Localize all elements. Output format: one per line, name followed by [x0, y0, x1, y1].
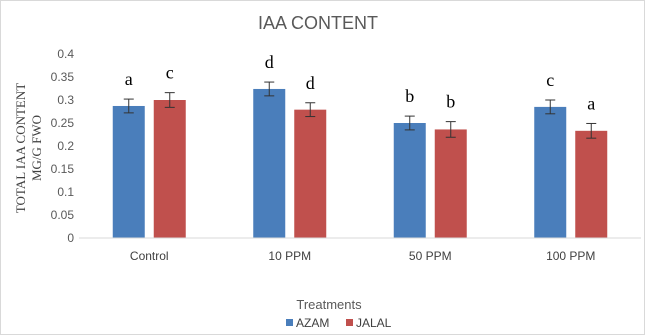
y-tick-label: 0.15: [51, 162, 75, 176]
significance-label: b: [405, 86, 414, 106]
legend-swatch: [286, 319, 293, 326]
y-tick-label: 0.05: [51, 208, 75, 222]
y-axis-ticks: 0 0.05 0.1 0.15 0.2 0.25 0.3 0.35 0.4: [51, 47, 75, 245]
y-tick-label: 0: [67, 231, 74, 245]
bar: [153, 100, 186, 238]
significance-label: c: [166, 63, 174, 83]
y-tick-label: 0.25: [51, 116, 75, 130]
x-axis-categories: Control 10 PPM 50 PPM 100 PPM: [130, 249, 596, 263]
bar: [393, 123, 426, 238]
x-category-label: 10 PPM: [268, 249, 311, 263]
bar: [575, 130, 608, 238]
bar: [253, 88, 286, 239]
x-category-label: 100 PPM: [546, 249, 595, 263]
y-tick-label: 0.3: [57, 93, 74, 107]
significance-label: c: [546, 70, 554, 90]
bar: [294, 109, 327, 238]
legend: AZAM JALAL: [286, 316, 392, 330]
legend-swatch: [346, 319, 353, 326]
significance-label: b: [446, 92, 455, 112]
bar: [434, 129, 467, 238]
legend-label: JALAL: [356, 316, 392, 330]
y-axis-title-line-2: MG/G FWO: [29, 115, 44, 181]
bars-layer: a c d d b b c a: [112, 52, 608, 239]
x-category-label: Control: [130, 249, 169, 263]
y-tick-label: 0.4: [57, 47, 74, 61]
significance-label: a: [125, 69, 133, 89]
significance-label: d: [306, 73, 315, 93]
chart-title: IAA CONTENT: [258, 13, 378, 33]
y-tick-label: 0.1: [57, 185, 74, 199]
y-tick-label: 0.2: [57, 139, 74, 153]
significance-label: a: [587, 93, 595, 113]
significance-label: d: [265, 52, 274, 72]
bar: [534, 106, 567, 239]
x-category-label: 50 PPM: [409, 249, 452, 263]
x-axis-title: Treatments: [296, 297, 362, 312]
y-tick-label: 0.35: [51, 70, 75, 84]
bar: [112, 105, 145, 238]
legend-label: AZAM: [296, 316, 329, 330]
y-axis-title-line-1: TOTAL IAA CONTENT: [13, 83, 28, 213]
